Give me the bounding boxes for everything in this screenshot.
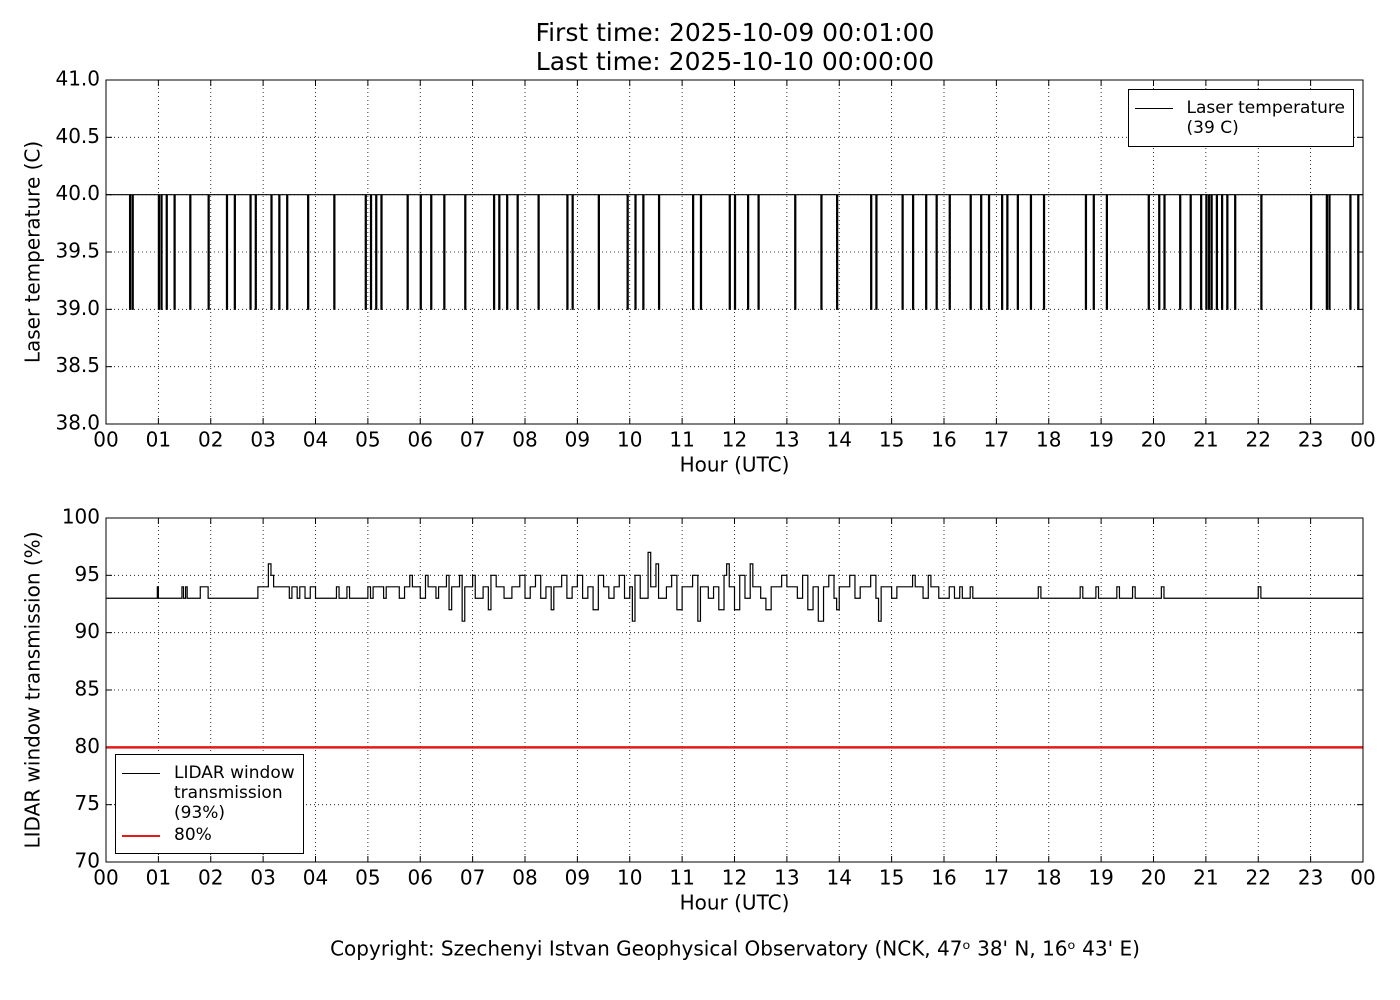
x-tick-label: 08 bbox=[512, 866, 537, 890]
x-tick-label: 02 bbox=[198, 428, 223, 452]
x-tick-label: 08 bbox=[512, 428, 537, 452]
x-tick-label: 10 bbox=[617, 428, 642, 452]
x-tick-label: 12 bbox=[722, 866, 747, 890]
legend-swatch bbox=[1134, 108, 1173, 109]
x-tick-label: 11 bbox=[669, 428, 694, 452]
x-tick-label: 14 bbox=[827, 428, 852, 452]
x-tick-label: 00 bbox=[1350, 428, 1375, 452]
legend: LIDAR window transmission (93%) 80% bbox=[115, 754, 304, 854]
x-tick-label: 00 bbox=[1350, 866, 1375, 890]
x-tick-label: 15 bbox=[879, 866, 904, 890]
y-tick-label: 40.0 bbox=[55, 181, 100, 205]
legend-label: LIDAR window transmission (93%) bbox=[174, 763, 295, 823]
y-axis-label: Laser temperature (C) bbox=[21, 141, 45, 363]
y-tick-label: 70 bbox=[75, 849, 100, 873]
y-tick-label: 41.0 bbox=[55, 67, 100, 91]
x-tick-label: 06 bbox=[408, 428, 433, 452]
x-tick-label: 15 bbox=[879, 428, 904, 452]
x-tick-label: 20 bbox=[1141, 866, 1166, 890]
title-line: Last time: 2025-10-10 00:00:00 bbox=[536, 47, 934, 76]
legend-item: LIDAR window transmission (93%) bbox=[122, 763, 295, 823]
x-tick-label: 22 bbox=[1246, 866, 1271, 890]
x-tick-label: 07 bbox=[460, 428, 485, 452]
data-line bbox=[106, 194, 1363, 310]
y-tick-label: 85 bbox=[75, 677, 100, 701]
x-tick-label: 13 bbox=[774, 866, 799, 890]
x-axis-label: Hour (UTC) bbox=[680, 891, 790, 915]
x-tick-label: 03 bbox=[250, 866, 275, 890]
x-tick-label: 17 bbox=[984, 428, 1009, 452]
x-tick-label: 11 bbox=[669, 866, 694, 890]
x-tick-label: 01 bbox=[146, 866, 171, 890]
x-tick-label: 21 bbox=[1193, 428, 1218, 452]
x-tick-label: 00 bbox=[93, 866, 118, 890]
x-tick-label: 23 bbox=[1298, 866, 1323, 890]
x-tick-label: 04 bbox=[303, 428, 328, 452]
x-tick-label: 14 bbox=[827, 866, 852, 890]
plot-frame bbox=[105, 517, 1364, 863]
x-tick-label: 16 bbox=[931, 428, 956, 452]
y-axis-label: LIDAR window transmission (%) bbox=[21, 532, 45, 849]
x-tick-label: 22 bbox=[1246, 428, 1271, 452]
legend-label: Laser temperature (39 C) bbox=[1186, 98, 1345, 138]
x-tick-label: 23 bbox=[1298, 428, 1323, 452]
copyright: Copyright: Szechenyi Istvan Geophysical … bbox=[330, 937, 1140, 961]
x-tick-label: 01 bbox=[146, 428, 171, 452]
data-line bbox=[106, 551, 1363, 622]
x-tick-label: 05 bbox=[355, 428, 380, 452]
y-tick-label: 39.0 bbox=[55, 296, 100, 320]
legend-label: 80% bbox=[174, 825, 212, 845]
y-tick-label: 90 bbox=[75, 619, 100, 643]
y-tick-label: 39.5 bbox=[55, 239, 100, 263]
x-tick-label: 16 bbox=[931, 866, 956, 890]
title-line: First time: 2025-10-09 00:01:00 bbox=[536, 18, 935, 47]
x-tick-label: 02 bbox=[198, 866, 223, 890]
x-tick-label: 09 bbox=[565, 428, 590, 452]
y-tick-label: 40.5 bbox=[55, 124, 100, 148]
y-tick-label: 80 bbox=[75, 734, 100, 758]
x-tick-label: 07 bbox=[460, 866, 485, 890]
x-tick-label: 04 bbox=[303, 866, 328, 890]
y-tick-label: 75 bbox=[75, 791, 100, 815]
x-tick-label: 17 bbox=[984, 866, 1009, 890]
y-tick-label: 95 bbox=[75, 562, 100, 586]
y-tick-label: 38.0 bbox=[55, 411, 100, 435]
x-tick-label: 03 bbox=[250, 428, 275, 452]
legend-item: Laser temperature (39 C) bbox=[1134, 98, 1345, 138]
x-tick-label: 19 bbox=[1088, 428, 1113, 452]
x-tick-label: 13 bbox=[774, 428, 799, 452]
x-tick-label: 00 bbox=[93, 428, 118, 452]
legend-item: 80% bbox=[122, 825, 295, 845]
x-tick-label: 05 bbox=[355, 866, 380, 890]
legend-swatch bbox=[122, 835, 160, 837]
x-tick-label: 10 bbox=[617, 866, 642, 890]
legend: Laser temperature (39 C) bbox=[1127, 89, 1354, 147]
x-axis-label: Hour (UTC) bbox=[680, 453, 790, 477]
y-tick-label: 100 bbox=[62, 505, 100, 529]
x-tick-label: 06 bbox=[408, 866, 433, 890]
x-tick-label: 18 bbox=[1036, 428, 1061, 452]
x-tick-label: 18 bbox=[1036, 866, 1061, 890]
plot-frame bbox=[105, 79, 1364, 425]
legend-swatch bbox=[122, 773, 160, 774]
x-tick-label: 21 bbox=[1193, 866, 1218, 890]
x-tick-label: 12 bbox=[722, 428, 747, 452]
x-tick-label: 09 bbox=[565, 866, 590, 890]
y-tick-label: 38.5 bbox=[55, 353, 100, 377]
x-tick-label: 20 bbox=[1141, 428, 1166, 452]
x-tick-label: 19 bbox=[1088, 866, 1113, 890]
